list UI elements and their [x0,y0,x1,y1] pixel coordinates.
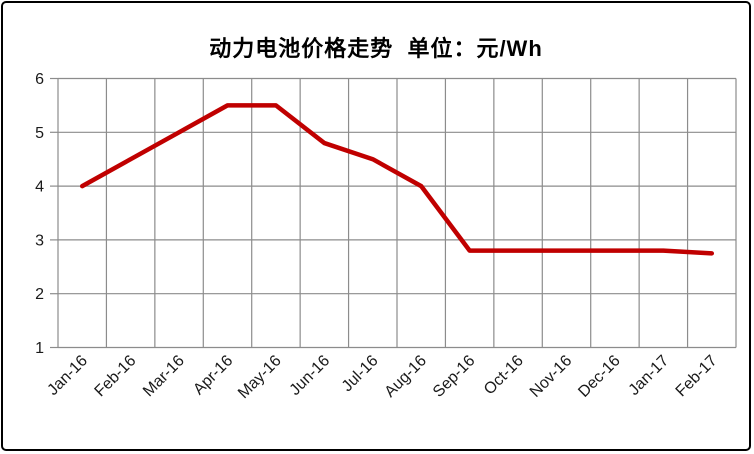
x-axis-label: Jan-16 [44,352,91,399]
chart-title: 动力电池价格走势 单位：元/Wh [209,36,543,61]
x-axis-label: Jun-16 [287,352,334,399]
x-axis-label: Nov-16 [527,352,576,401]
x-axis-label: Oct-16 [481,352,527,398]
x-axis-label: Apr-16 [190,352,236,398]
price-series-line [79,103,715,256]
x-axis-label: Dec-16 [575,352,624,401]
y-axis-label: 6 [35,71,44,88]
y-axis-label: 4 [35,179,44,196]
x-axis-label: Feb-17 [673,352,721,400]
x-axis-label: Mar-16 [140,352,188,400]
x-axis-label: Sep-16 [430,352,479,401]
x-axis-label: Jan-17 [626,352,673,399]
x-axis-label: May-16 [235,352,285,402]
y-axis-label: 2 [35,286,44,303]
x-axis-label: Aug-16 [382,352,431,401]
y-axis-label: 1 [35,340,44,357]
y-axis-label: 5 [35,125,44,142]
y-axis-label: 3 [35,232,44,249]
x-axis-label: Jul-16 [339,352,382,395]
x-axis-label: Feb-16 [92,352,140,400]
